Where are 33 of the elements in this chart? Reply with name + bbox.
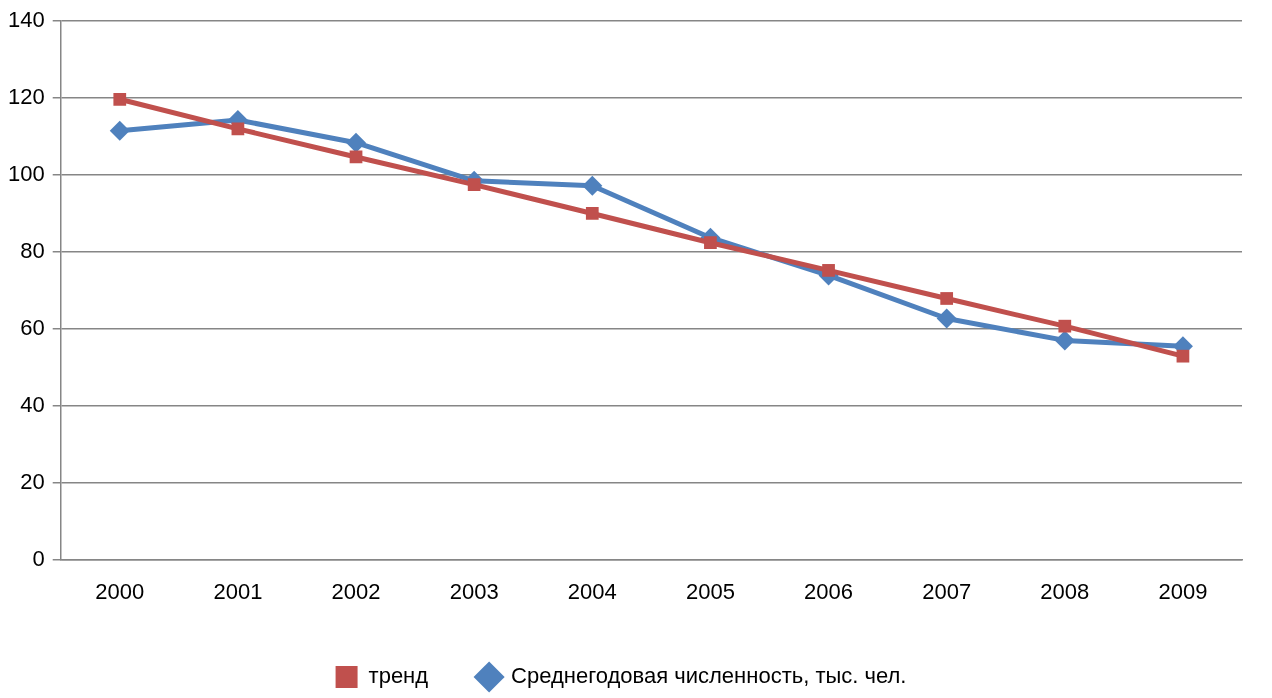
x-tick-label: 2000: [95, 578, 145, 604]
legend-label: Среднегодовая численность, тыс. чел.: [511, 663, 907, 689]
point: [113, 92, 127, 106]
y-tick-label: 100: [7, 161, 45, 187]
point: [582, 175, 603, 196]
x-tick-label: 2001: [213, 578, 263, 604]
y-tick-label: 40: [20, 391, 45, 417]
x-tick-label: 2003: [449, 578, 499, 604]
point: [1054, 330, 1075, 351]
point: [109, 120, 130, 141]
x-tick-label: 2005: [685, 578, 735, 604]
point: [346, 132, 367, 153]
legend-label: тренд: [368, 663, 429, 689]
point: [704, 236, 717, 250]
point: [467, 178, 481, 192]
x-tick-label: 2006: [804, 578, 854, 604]
y-tick-label: 120: [7, 84, 45, 110]
y-tick-label: 0: [32, 545, 45, 571]
x-tick-label: 2002: [331, 578, 381, 604]
x-tick-label: 2007: [922, 578, 972, 604]
point: [822, 264, 835, 277]
point: [1058, 319, 1072, 333]
y-tick-label: 140: [7, 7, 45, 33]
point: [585, 207, 599, 220]
x-tick-label: 2009: [1158, 578, 1208, 604]
point: [1176, 349, 1190, 363]
y-tick-label: 80: [20, 238, 45, 264]
y-tick-label: 60: [20, 314, 45, 340]
x-tick-label: 2008: [1040, 578, 1090, 604]
y-tick-label: 20: [20, 468, 45, 494]
point: [940, 292, 954, 305]
x-tick-label: 2004: [567, 578, 617, 604]
point: [936, 308, 957, 329]
